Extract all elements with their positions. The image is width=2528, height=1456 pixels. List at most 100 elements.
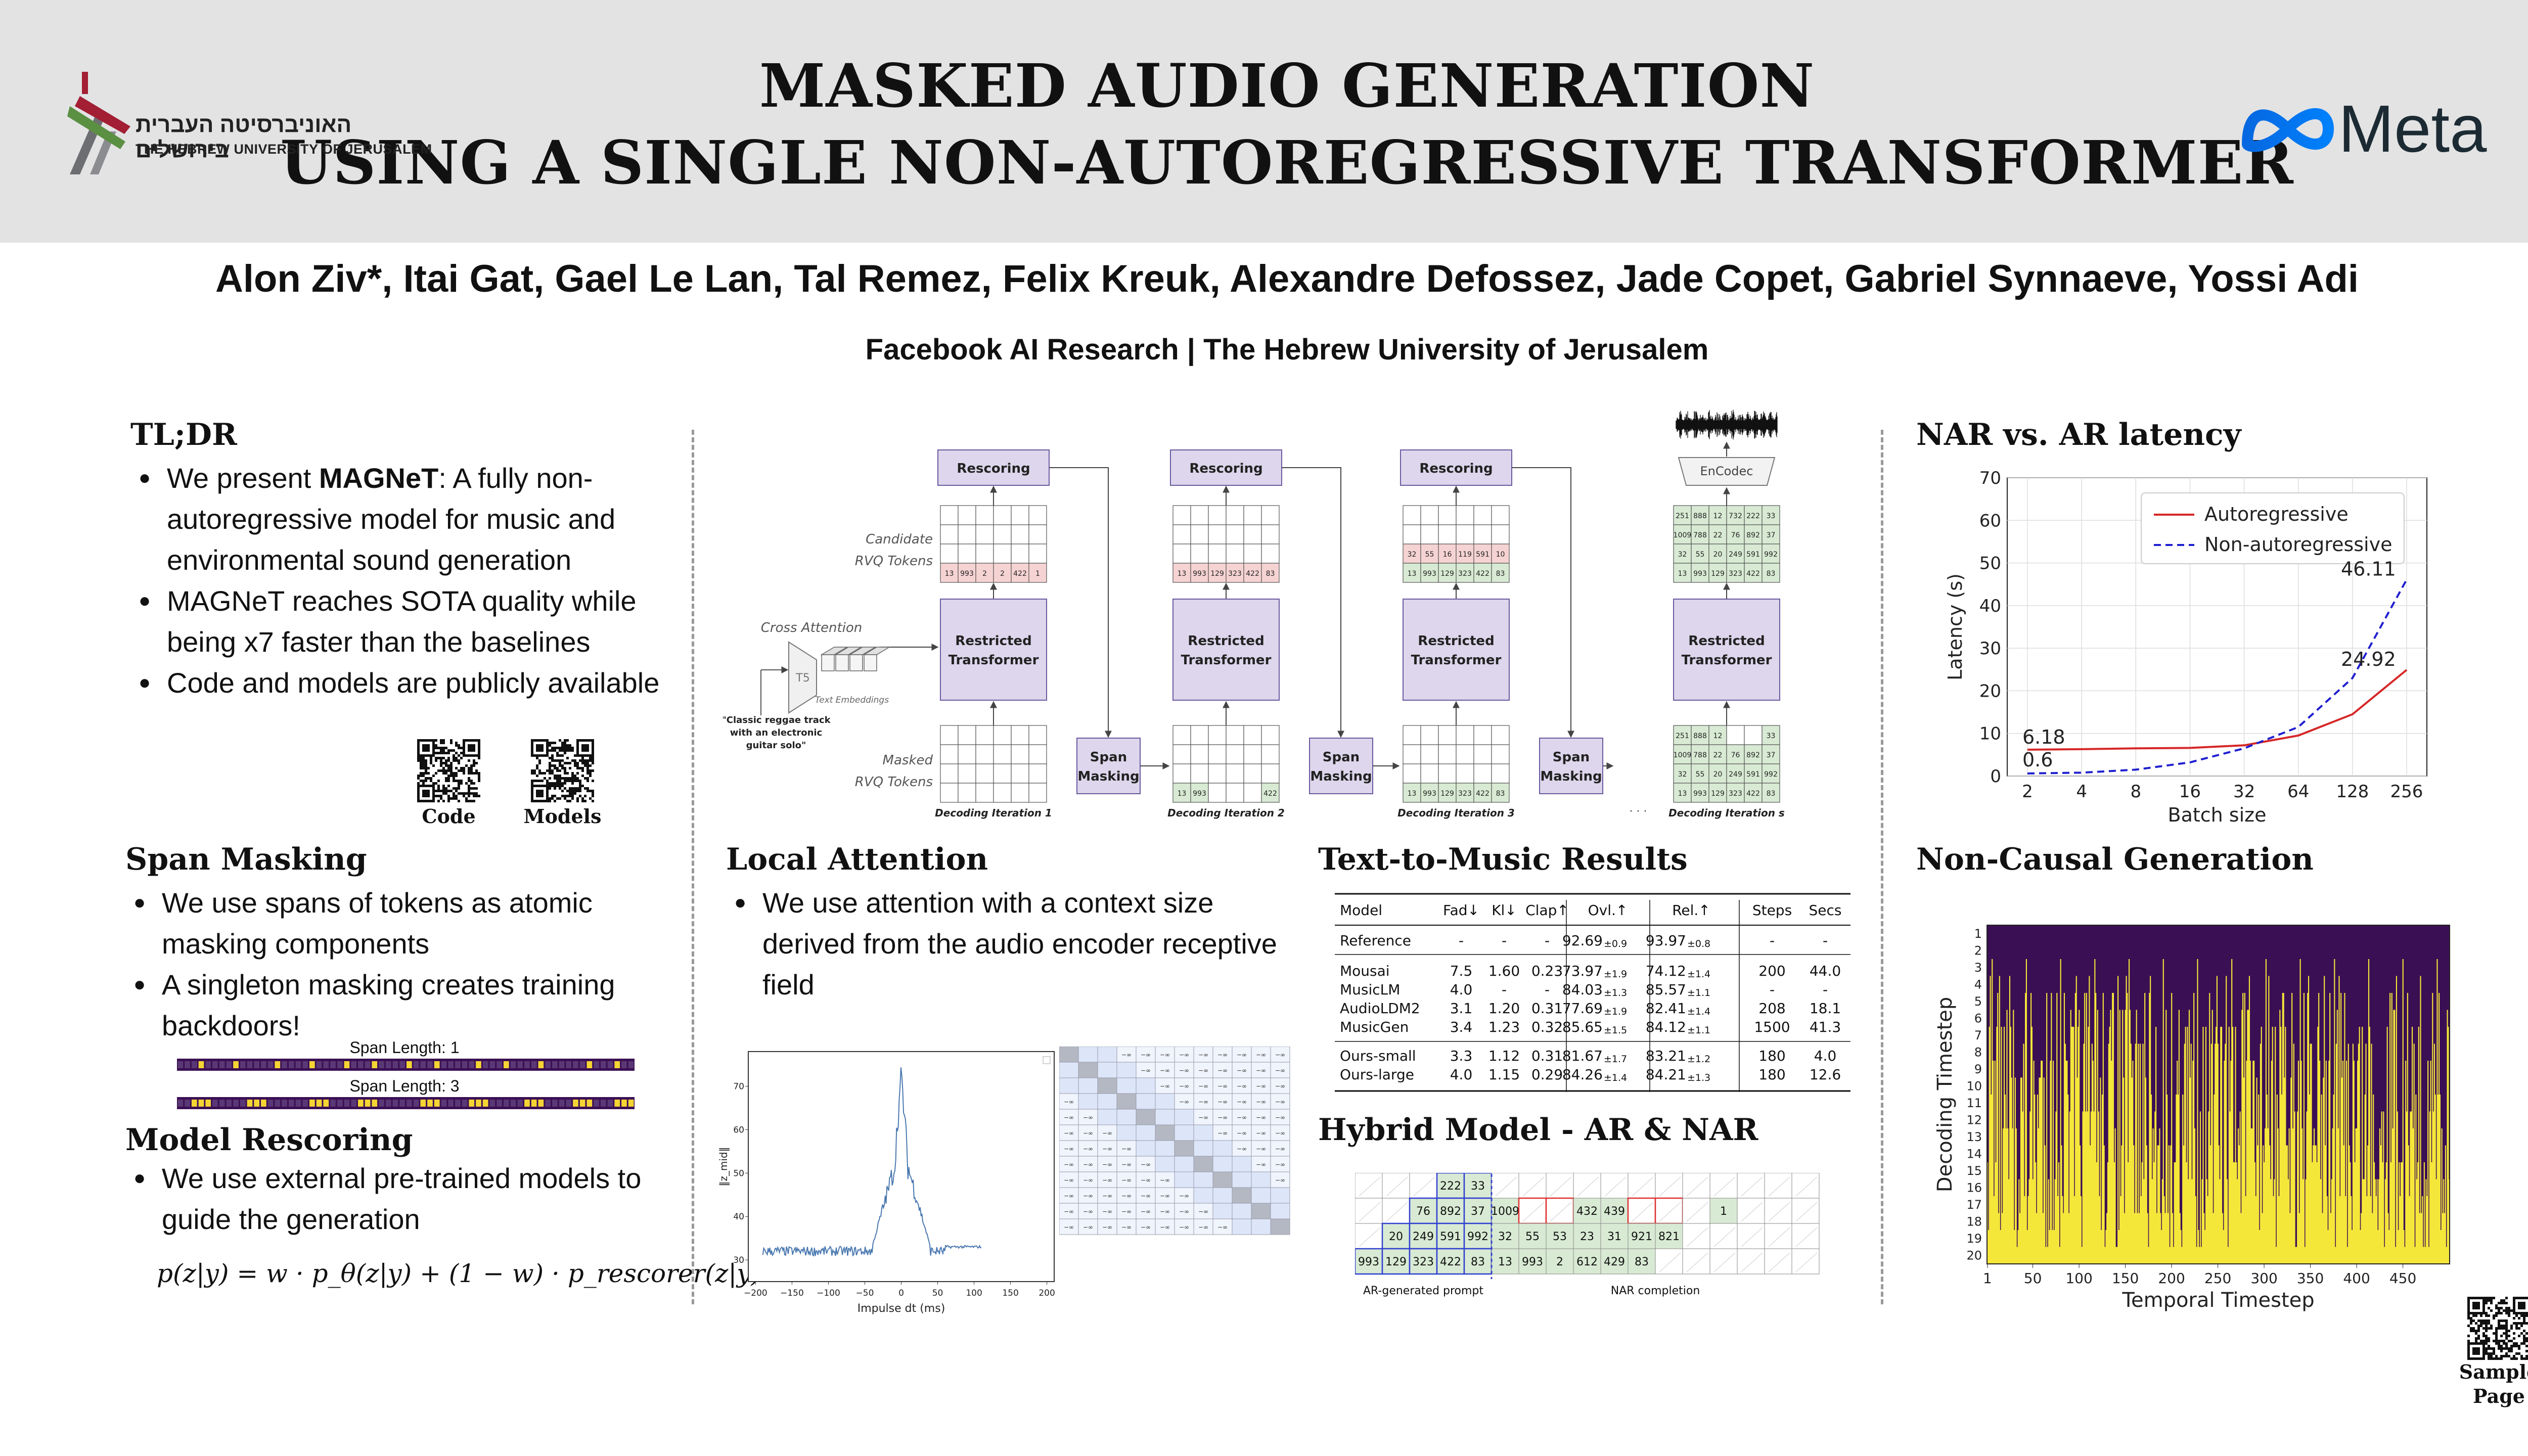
mask-token xyxy=(503,1100,509,1107)
qr-module xyxy=(2503,1342,2505,1345)
embedding-cube xyxy=(849,654,863,671)
qr-module xyxy=(2485,1335,2488,1337)
baseline-row-pm: ±1.1 xyxy=(1687,1025,1710,1036)
heatmap-xtick: 200 xyxy=(2158,1270,2185,1287)
sample-page-qr-icon[interactable] xyxy=(2467,1297,2528,1360)
qr-module xyxy=(559,764,561,767)
final-grid-cell xyxy=(1691,524,1709,544)
attention-cell xyxy=(1251,1077,1271,1094)
qr-module xyxy=(468,792,470,795)
qr-module xyxy=(541,780,544,782)
latency-heading: NAR vs. AR latency xyxy=(1916,417,2241,452)
qr-module xyxy=(2518,1345,2520,1347)
attention-cell xyxy=(1212,1124,1233,1141)
qr-module xyxy=(2475,1322,2477,1325)
qr-module xyxy=(453,780,455,782)
hatch xyxy=(1795,1252,1818,1272)
attention-cell xyxy=(1116,1187,1137,1204)
qr-module xyxy=(2510,1309,2513,1312)
qr-module xyxy=(2520,1342,2523,1345)
qr-module xyxy=(453,795,455,797)
attention-cell xyxy=(1174,1109,1194,1125)
qr-module xyxy=(2490,1309,2493,1312)
heatmap-ytick: 12 xyxy=(1966,1113,1982,1127)
qr-module xyxy=(430,759,432,762)
qr-module xyxy=(2503,1309,2505,1312)
qr-module xyxy=(453,759,455,762)
qr-module xyxy=(574,790,576,792)
qr-module xyxy=(417,759,420,762)
qr-module xyxy=(559,749,561,752)
qr-module xyxy=(531,769,533,772)
heatmap-ytick: 10 xyxy=(1966,1079,1982,1093)
candidate-grid-1-cell xyxy=(940,505,959,525)
latency-ytick: 50 xyxy=(1979,554,2001,574)
attention-inf-value: −∞ xyxy=(1217,1067,1228,1074)
candidate-grid-1-cell xyxy=(958,563,976,583)
qr-module xyxy=(556,777,559,780)
qr-module xyxy=(2485,1340,2488,1342)
meta-logo: Meta xyxy=(2237,96,2520,172)
masked-grid-2-cell xyxy=(1190,744,1209,764)
qr-module xyxy=(437,795,440,797)
qr-module xyxy=(2513,1317,2515,1320)
qr-module xyxy=(2490,1357,2493,1360)
qr-module xyxy=(592,780,594,782)
masked-grid-s-token: 129 xyxy=(1711,790,1725,798)
qr-module xyxy=(447,790,450,792)
masked-grid-3-cell xyxy=(1403,744,1421,764)
qr-module xyxy=(430,780,432,782)
qr-module xyxy=(450,769,453,772)
qr-module xyxy=(564,749,566,752)
heatmap-ytick: 20 xyxy=(1966,1248,1982,1262)
attention-cell xyxy=(1251,1187,1271,1204)
masked-grid-s-token: 13 xyxy=(1678,790,1687,798)
impulse-ytick: 60 xyxy=(733,1125,744,1135)
candidate-grid-1-token: 2 xyxy=(982,570,987,578)
candidate-grid-1-cell xyxy=(993,543,1012,564)
masked-grid-3-cell xyxy=(1456,725,1474,745)
qr-module xyxy=(559,775,561,777)
qr-module xyxy=(549,767,551,769)
attention-inf-value: −∞ xyxy=(1256,1067,1266,1074)
hybrid-cell xyxy=(1737,1248,1765,1275)
qr-module xyxy=(2495,1335,2498,1337)
qr-module xyxy=(571,782,574,785)
qr-module xyxy=(556,747,559,749)
qr-models-icon[interactable] xyxy=(531,739,594,802)
hybrid-cell xyxy=(1546,1173,1574,1199)
qr-module xyxy=(564,795,566,797)
qr-module xyxy=(2505,1320,2508,1322)
latency-ytick: 0 xyxy=(1990,766,2001,787)
qr-module xyxy=(561,747,564,749)
qr-module xyxy=(440,749,442,752)
hybrid-token: 612 xyxy=(1576,1256,1598,1268)
qr-module xyxy=(450,742,453,744)
qr-module xyxy=(2472,1320,2475,1322)
masked-grid-3-cell xyxy=(1491,725,1510,745)
qr-module xyxy=(435,744,437,747)
qr-module xyxy=(463,772,465,775)
attention-inf-value: −∞ xyxy=(1121,1177,1132,1184)
masked-grid-s-token: 993 xyxy=(1693,790,1707,798)
baseline-row: 3.4 xyxy=(1450,1019,1473,1035)
qr-module xyxy=(571,749,574,752)
qr-module xyxy=(549,787,551,790)
qr-module xyxy=(586,780,589,782)
mask-token-masked xyxy=(434,1100,440,1107)
attention-cell xyxy=(1193,1062,1213,1078)
qr-module xyxy=(478,795,480,797)
qr-module xyxy=(463,767,465,769)
mask-token xyxy=(288,1100,294,1107)
t2m-results-table: Model Fad↓ Kl↓ Clap↑ Ovl.↑ Rel.↑ Steps SecsRefe… xyxy=(1335,893,1850,1092)
qr-module xyxy=(2503,1327,2505,1330)
hybrid-token: 921 xyxy=(1631,1231,1652,1243)
qr-module xyxy=(463,769,465,772)
qr-code-icon[interactable] xyxy=(417,739,480,802)
qr-module xyxy=(468,787,470,790)
mask-token xyxy=(489,1100,495,1107)
attention-cell xyxy=(1193,1171,1213,1188)
attention-inf-value: −∞ xyxy=(1160,1208,1170,1215)
qr-module xyxy=(589,797,592,800)
qr-module xyxy=(584,800,586,802)
